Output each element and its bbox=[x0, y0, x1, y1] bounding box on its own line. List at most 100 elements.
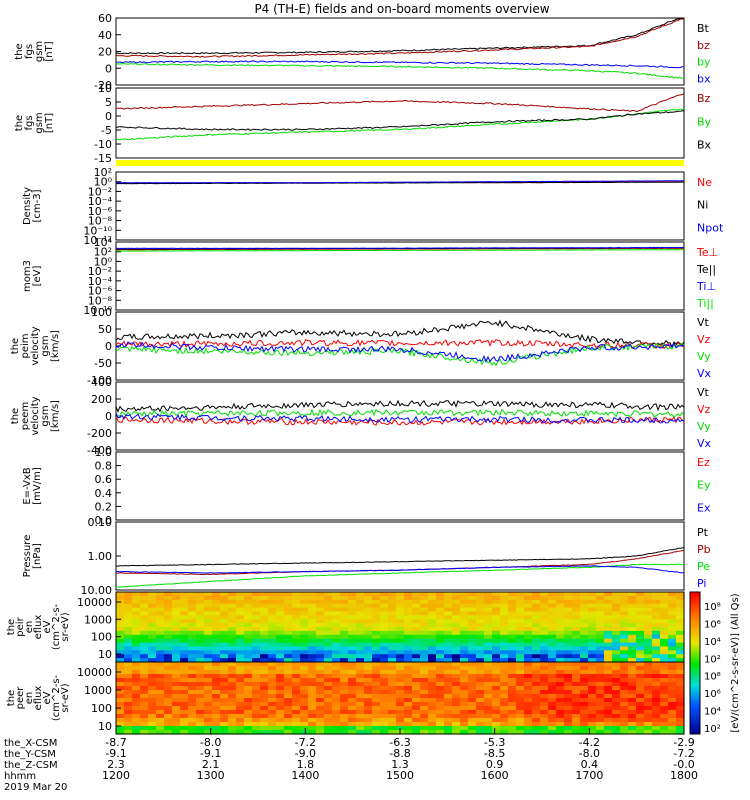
spectrogram-cell bbox=[468, 730, 477, 735]
spectrogram-cell bbox=[372, 627, 381, 632]
spectrogram-cell bbox=[308, 646, 317, 651]
spectrogram-cell bbox=[516, 623, 525, 628]
spectrogram-cell bbox=[236, 714, 245, 719]
spectrogram-cell bbox=[644, 714, 653, 719]
spectrogram-cell bbox=[572, 678, 581, 683]
spectrogram-cell bbox=[500, 630, 509, 636]
spectrogram-cell bbox=[268, 702, 277, 707]
spectrogram-cell bbox=[316, 686, 325, 691]
spectrogram-cell bbox=[220, 670, 229, 675]
spectrogram-cell bbox=[132, 592, 141, 597]
spectrogram-cell bbox=[588, 658, 597, 663]
spectrogram-cell bbox=[260, 726, 269, 731]
spectrogram-cell bbox=[404, 595, 413, 601]
spectrogram-cell bbox=[612, 726, 621, 731]
spectrogram-cell bbox=[356, 702, 365, 707]
spectrogram-cell bbox=[460, 658, 469, 663]
spectrogram-cell bbox=[636, 686, 645, 691]
spectrogram-cell bbox=[444, 607, 453, 613]
spectrogram-cell bbox=[188, 690, 197, 695]
spectrogram-cell bbox=[228, 698, 237, 703]
spectrogram-cell bbox=[236, 611, 245, 616]
spectrogram-cell bbox=[540, 670, 549, 675]
spectrogram-cell bbox=[436, 714, 445, 719]
spectrogram-cell bbox=[652, 634, 661, 640]
spectrogram-cell bbox=[252, 627, 261, 632]
spectrogram-cell bbox=[132, 682, 141, 687]
spectrogram-cell bbox=[284, 678, 293, 683]
spectrogram-cell bbox=[348, 694, 357, 699]
spectrogram-cell bbox=[356, 670, 365, 675]
spectrogram-cell bbox=[300, 611, 309, 616]
spectrogram-cell bbox=[252, 662, 261, 667]
y-axis-label: mom3 bbox=[22, 260, 33, 292]
spectrogram-cell bbox=[500, 718, 509, 723]
spectrogram-cell bbox=[300, 634, 309, 640]
spectrogram-cell bbox=[316, 698, 325, 703]
spectrogram-cell bbox=[428, 730, 437, 735]
spectrogram-cell bbox=[492, 686, 501, 691]
spectrogram-cell bbox=[580, 646, 589, 651]
spectrogram-cell bbox=[300, 662, 309, 667]
spectrogram-cell bbox=[308, 662, 317, 667]
spectrogram-cell bbox=[412, 630, 421, 636]
spectrogram-cell bbox=[196, 592, 205, 597]
series-line-Vt bbox=[115, 319, 685, 348]
spectrogram-cell bbox=[492, 642, 501, 648]
spectrogram-cell bbox=[556, 670, 565, 675]
spectrogram-cell bbox=[372, 595, 381, 601]
spectrogram-cell bbox=[596, 611, 605, 616]
spectrogram-cell bbox=[676, 611, 685, 616]
spectrogram-cell bbox=[628, 690, 637, 695]
spectrogram-cell bbox=[292, 658, 301, 663]
spectrogram-cell bbox=[524, 718, 533, 723]
y-axis-label: [eV] bbox=[32, 266, 43, 287]
spectrogram-cell bbox=[180, 718, 189, 723]
spectrogram-cell bbox=[332, 619, 341, 624]
spectrogram-cell bbox=[116, 662, 125, 667]
spectrogram-cell bbox=[572, 714, 581, 719]
spectrogram-cell bbox=[244, 674, 253, 679]
spectrogram-cell bbox=[500, 690, 509, 695]
spectrogram-cell bbox=[348, 638, 357, 644]
spectrogram-cell bbox=[268, 646, 277, 651]
spectrogram-cell bbox=[156, 630, 165, 636]
spectrogram-cell bbox=[324, 603, 333, 609]
spectrogram-cell bbox=[244, 682, 253, 687]
spectrogram-cell bbox=[180, 698, 189, 703]
spectrogram-cell bbox=[308, 599, 317, 605]
spectrogram-cell bbox=[524, 686, 533, 691]
spectrogram-cell bbox=[556, 694, 565, 699]
spectrogram-cell bbox=[476, 666, 485, 671]
spectrogram-cell bbox=[228, 730, 237, 735]
spectrogram-cell bbox=[316, 662, 325, 667]
spectrogram-cell bbox=[556, 658, 565, 663]
spectrogram-cell bbox=[116, 658, 125, 663]
spectrogram-cell bbox=[596, 706, 605, 711]
spectrogram-cell bbox=[436, 682, 445, 687]
spectrogram-cell bbox=[444, 623, 453, 628]
spectrogram-cell bbox=[412, 592, 421, 597]
spectrogram-cell bbox=[300, 698, 309, 703]
spectrogram-cell bbox=[364, 674, 373, 679]
spectrogram-cell bbox=[164, 646, 173, 651]
spectrogram-cell bbox=[244, 623, 253, 628]
spectrogram-cell bbox=[180, 710, 189, 715]
spectrogram-cell bbox=[604, 666, 613, 671]
spectrogram-cell bbox=[364, 634, 373, 640]
spectrogram-cell bbox=[116, 627, 125, 632]
spectrogram-cell bbox=[324, 678, 333, 683]
spectrogram-cell bbox=[236, 706, 245, 711]
spectrogram-cell bbox=[476, 726, 485, 731]
spectrogram-cell bbox=[212, 690, 221, 695]
spectrogram-cell bbox=[340, 654, 349, 659]
spectrogram-cell bbox=[452, 642, 461, 648]
spectrogram-cell bbox=[180, 674, 189, 679]
spectrogram-cell bbox=[596, 646, 605, 651]
y-tick-label: -100 bbox=[87, 374, 112, 387]
spectrogram-cell bbox=[388, 607, 397, 613]
spectrogram-cell bbox=[188, 666, 197, 671]
spectrogram-cell bbox=[564, 603, 573, 609]
spectrogram-cell bbox=[340, 623, 349, 628]
